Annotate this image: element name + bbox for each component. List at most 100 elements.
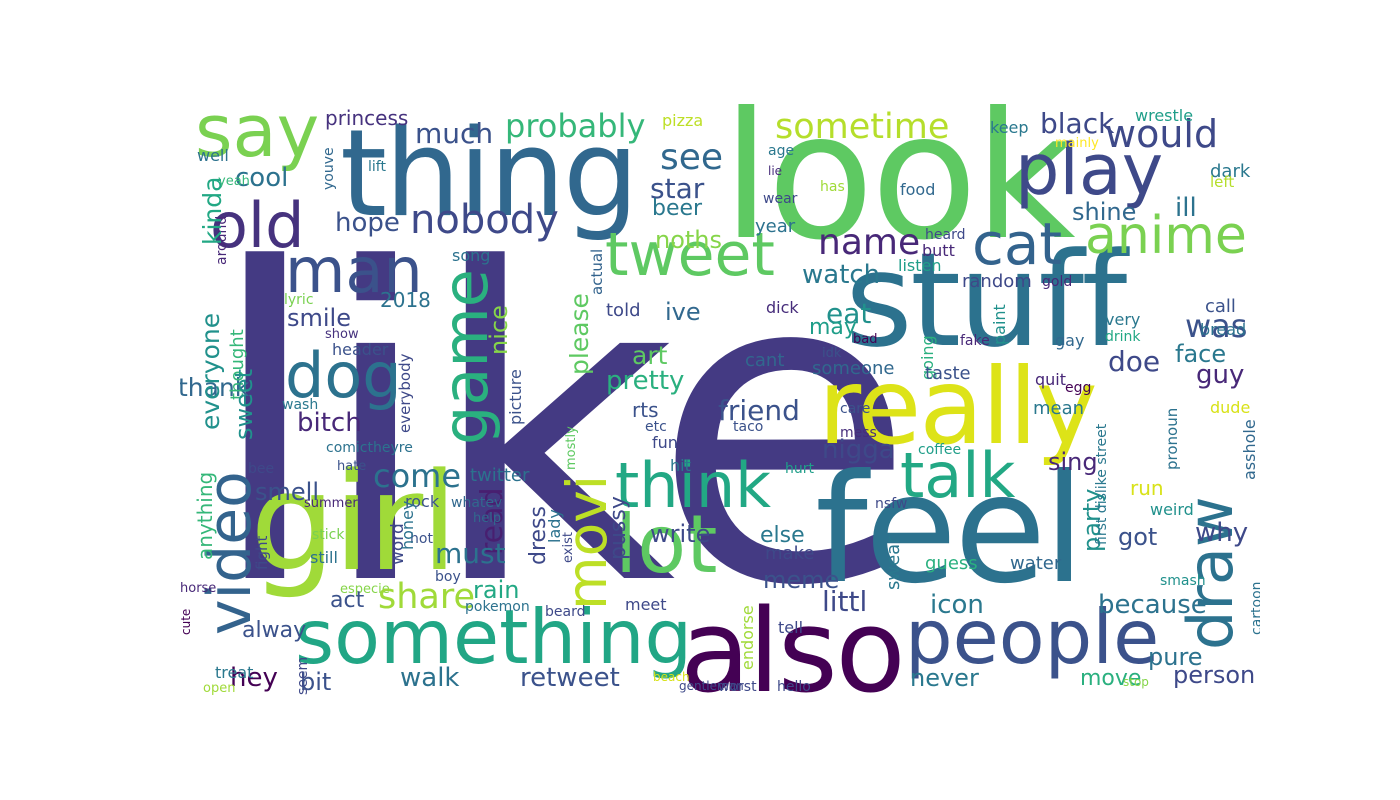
- cloud-word: coffee: [918, 442, 962, 458]
- cloud-word: wear: [763, 191, 798, 207]
- cloud-word: quit: [1035, 370, 1067, 389]
- cloud-word: stuff: [845, 224, 1127, 376]
- cloud-word: hit: [670, 456, 691, 475]
- cloud-word: butt: [922, 241, 955, 260]
- cloud-word: got: [1118, 523, 1158, 551]
- cloud-word: actual: [588, 248, 606, 295]
- cloud-word: was: [1185, 307, 1248, 345]
- cloud-word: hope: [335, 208, 400, 238]
- cloud-word: beach: [653, 670, 690, 684]
- cloud-word: worst: [718, 679, 757, 695]
- cloud-word: much: [415, 117, 494, 150]
- cloud-word: mean: [1033, 398, 1085, 419]
- cloud-word: fight: [253, 535, 271, 570]
- cloud-word: very: [1105, 310, 1141, 329]
- cloud-word: kinda: [198, 176, 227, 245]
- cloud-word: pure: [1148, 643, 1203, 671]
- cloud-word: food: [900, 180, 936, 199]
- cloud-word: rts: [632, 398, 659, 422]
- cloud-word: why: [1195, 518, 1249, 548]
- cloud-word: horse: [180, 581, 217, 596]
- cloud-word: nsfw: [875, 496, 908, 512]
- cloud-word: sometime: [775, 107, 950, 147]
- cloud-word: mostly: [564, 426, 579, 470]
- cloud-word: summer: [304, 496, 358, 511]
- cloud-word: hot: [410, 531, 433, 547]
- cloud-word: swear: [883, 536, 904, 590]
- cloud-word: smash: [1160, 573, 1206, 589]
- cloud-word: eat: [826, 297, 872, 330]
- cloud-word: told: [606, 300, 641, 321]
- cloud-word: noths: [655, 226, 723, 254]
- cloud-word: water: [1010, 553, 1062, 574]
- cloud-word: old: [210, 189, 305, 262]
- cloud-word: shine: [1072, 198, 1137, 226]
- cloud-word: pussy: [606, 496, 631, 560]
- cloud-word: help: [473, 511, 502, 526]
- cloud-word: everybody: [396, 353, 414, 433]
- cloud-word: cat: [972, 210, 1063, 278]
- cloud-word: bad: [853, 332, 878, 347]
- cloud-word: rock: [405, 492, 440, 511]
- cloud-word: lie: [768, 164, 783, 178]
- cloud-word: people: [905, 593, 1160, 681]
- cloud-word: keep: [990, 118, 1029, 137]
- cloud-word: year: [755, 216, 796, 237]
- cloud-word: person: [1173, 661, 1256, 689]
- word-cloud: like look thing stuff feel girl also really some…: [180, 100, 1260, 710]
- cloud-word: else: [760, 523, 805, 548]
- cloud-word: idk: [822, 346, 842, 361]
- cloud-word: tell: [778, 618, 804, 637]
- cloud-word: ive: [665, 298, 701, 326]
- cloud-word: look: [722, 100, 1076, 279]
- cloud-word: name: [818, 222, 921, 263]
- cloud-word: still: [310, 548, 338, 567]
- cloud-word: anything: [193, 471, 217, 560]
- cloud-word: picture: [506, 369, 525, 425]
- cloud-word: bread: [1200, 320, 1247, 339]
- cloud-word: alway: [242, 618, 307, 643]
- cloud-word: rain: [473, 576, 520, 604]
- cloud-word: random: [962, 271, 1032, 292]
- cloud-word: gentleman: [679, 679, 744, 693]
- cloud-word: face: [1175, 340, 1227, 368]
- cloud-word: really: [818, 346, 1098, 468]
- cloud-word: star: [650, 172, 705, 205]
- cloud-word: come: [373, 457, 462, 495]
- cloud-word: lift: [368, 159, 386, 175]
- cloud-word: wash: [282, 397, 319, 413]
- cloud-word: also: [680, 585, 906, 710]
- cloud-word: dog: [285, 339, 402, 412]
- cloud-word: hey: [230, 663, 278, 693]
- cloud-word: stop: [1123, 675, 1149, 689]
- cloud-word: bee: [248, 461, 275, 477]
- cloud-word: first dislike street: [1094, 423, 1110, 545]
- cloud-word: because: [1098, 590, 1207, 620]
- cloud-word: see: [660, 137, 724, 178]
- cloud-word: bit: [300, 668, 332, 696]
- cloud-word: listen: [898, 256, 942, 275]
- cloud-word: 2018: [380, 288, 431, 312]
- cloud-word: thank: [180, 373, 250, 402]
- cloud-word: gay: [1055, 331, 1085, 350]
- cloud-word: honey: [398, 500, 417, 550]
- cloud-word: wrestle: [1135, 106, 1194, 125]
- cloud-word: everyone: [196, 312, 225, 430]
- cloud-word: smile: [287, 304, 351, 332]
- cloud-word: make: [765, 543, 815, 564]
- cloud-word: fake: [960, 333, 990, 349]
- cloud-word: taco: [733, 419, 764, 435]
- cloud-word: pretty: [606, 366, 685, 396]
- cloud-word: dude: [1210, 398, 1251, 417]
- cloud-word: friend: [718, 394, 800, 427]
- cloud-word: littl: [822, 585, 868, 618]
- cloud-word: gold: [1042, 274, 1073, 290]
- cloud-word: well: [197, 146, 229, 165]
- cloud-word: stick: [312, 527, 345, 543]
- cloud-word: seem: [295, 656, 311, 695]
- cloud-word: walk: [400, 663, 460, 693]
- cloud-word: please: [565, 293, 594, 375]
- cloud-word: egg: [1065, 380, 1092, 396]
- cloud-word: show: [325, 327, 359, 342]
- cloud-word: asshole: [1240, 419, 1259, 480]
